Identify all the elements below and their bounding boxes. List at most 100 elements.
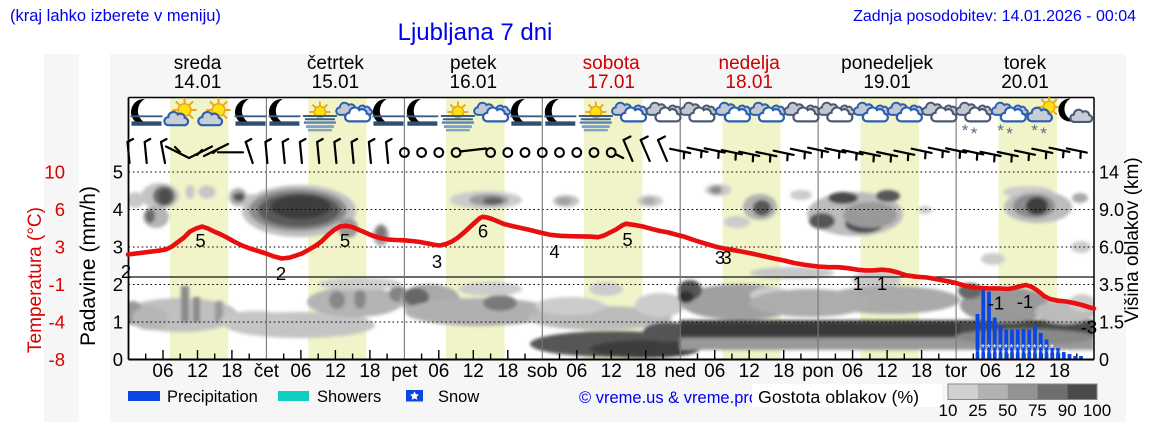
svg-text:Padavine (mm/h): Padavine (mm/h)	[77, 186, 100, 346]
svg-text:2: 2	[276, 263, 286, 284]
svg-text:*: *	[1053, 348, 1058, 360]
svg-text:© vreme.us & vreme.pro: © vreme.us & vreme.pro	[579, 389, 758, 407]
svg-text:1.5: 1.5	[1099, 313, 1124, 333]
svg-text:3: 3	[113, 237, 123, 258]
svg-text:2: 2	[121, 261, 131, 282]
svg-text:*: *	[1050, 343, 1054, 354]
svg-text:2: 2	[113, 274, 123, 295]
svg-text:18: 18	[497, 361, 518, 382]
svg-text:1: 1	[113, 312, 123, 333]
svg-text:čet: čet	[254, 361, 280, 382]
svg-text:14: 14	[1099, 163, 1119, 183]
svg-text:pon: pon	[802, 361, 834, 382]
svg-text:*: *	[1044, 343, 1048, 354]
svg-text:*: *	[987, 343, 991, 354]
svg-text:Showers: Showers	[317, 388, 381, 406]
svg-text:*: *	[971, 124, 978, 143]
svg-text:*: *	[997, 121, 1004, 140]
svg-text:17.01: 17.01	[587, 72, 635, 93]
svg-text:06: 06	[290, 361, 311, 382]
svg-text:06: 06	[980, 361, 1001, 382]
svg-text:18: 18	[359, 361, 380, 382]
svg-text:*: *	[981, 343, 985, 354]
svg-text:*: *	[992, 343, 996, 354]
svg-text:5: 5	[340, 230, 350, 251]
svg-text:*: *	[1001, 348, 1006, 360]
svg-text:6: 6	[478, 221, 488, 242]
svg-text:ponedeljek: ponedeljek	[841, 53, 933, 74]
svg-text:75: 75	[1028, 401, 1047, 420]
svg-text:1: 1	[853, 273, 863, 294]
svg-text:06: 06	[704, 361, 725, 382]
svg-text:18: 18	[773, 361, 794, 382]
svg-text:*: *	[1013, 348, 1018, 360]
svg-text:06: 06	[152, 361, 173, 382]
svg-text:*: *	[1047, 348, 1052, 360]
svg-text:06: 06	[842, 361, 863, 382]
svg-text:*: *	[1030, 348, 1035, 360]
svg-text:sobota: sobota	[583, 53, 640, 74]
svg-text:5: 5	[195, 230, 205, 251]
svg-text:18: 18	[1049, 361, 1070, 382]
svg-text:3: 3	[432, 251, 442, 272]
svg-text:Precipitation: Precipitation	[167, 388, 258, 406]
svg-text:*: *	[1033, 343, 1037, 354]
svg-text:-8: -8	[49, 349, 65, 370]
svg-text:*: *	[1007, 348, 1012, 360]
svg-text:Višina oblakov (km): Višina oblakov (km)	[1122, 157, 1143, 322]
svg-text:nedelja: nedelja	[719, 53, 781, 74]
svg-text:*: *	[998, 343, 1002, 354]
svg-text:petek: petek	[450, 53, 497, 74]
svg-text:-4: -4	[49, 312, 65, 333]
svg-text:15.01: 15.01	[312, 72, 360, 93]
svg-text:1: 1	[877, 273, 887, 294]
svg-text:*: *	[1064, 348, 1069, 360]
svg-text:5: 5	[622, 229, 632, 250]
svg-text:12: 12	[739, 361, 760, 382]
svg-text:12: 12	[877, 361, 898, 382]
svg-text:pet: pet	[391, 361, 418, 382]
svg-text:16.01: 16.01	[450, 72, 498, 93]
svg-text:3.5: 3.5	[1099, 275, 1124, 295]
svg-text:*: *	[1036, 348, 1041, 360]
svg-text:12: 12	[187, 361, 208, 382]
svg-text:ned: ned	[664, 361, 696, 382]
svg-text:*: *	[1018, 348, 1023, 360]
svg-text:*: *	[972, 348, 977, 360]
svg-text:*: *	[1041, 348, 1046, 360]
svg-text:*: *	[995, 348, 1000, 360]
svg-text:(kraj lahko izberete v meniju): (kraj lahko izberete v meniju)	[10, 7, 221, 25]
svg-text:*: *	[984, 348, 989, 360]
svg-text:25: 25	[968, 401, 987, 420]
svg-text:12: 12	[325, 361, 346, 382]
svg-text:*: *	[1031, 121, 1038, 140]
svg-text:četrtek: četrtek	[307, 53, 365, 74]
svg-text:12: 12	[463, 361, 484, 382]
svg-text:Zadnja posodobitev: 14.01.2026: Zadnja posodobitev: 14.01.2026 - 00:04	[853, 8, 1136, 25]
svg-text:12: 12	[601, 361, 622, 382]
svg-text:06: 06	[566, 361, 587, 382]
svg-text:3: 3	[721, 247, 731, 268]
svg-text:18: 18	[911, 361, 932, 382]
svg-text:*: *	[1021, 343, 1025, 354]
svg-text:3: 3	[715, 247, 725, 268]
svg-text:*: *	[1004, 343, 1008, 354]
svg-text:18: 18	[635, 361, 656, 382]
svg-text:3: 3	[55, 237, 65, 258]
svg-text:-1: -1	[49, 274, 65, 295]
svg-text:torek: torek	[1004, 53, 1047, 74]
svg-text:tor: tor	[945, 361, 968, 382]
svg-text:-1: -1	[1017, 291, 1033, 312]
svg-text:14.01: 14.01	[174, 72, 222, 93]
svg-text:*: *	[990, 348, 995, 360]
svg-text:Snow: Snow	[438, 388, 479, 406]
svg-text:0: 0	[1099, 350, 1109, 370]
svg-text:6.0: 6.0	[1099, 238, 1124, 258]
svg-text:*: *	[1027, 343, 1031, 354]
svg-text:*: *	[1059, 348, 1064, 360]
svg-text:9.0: 9.0	[1099, 200, 1124, 220]
svg-text:-3: -3	[1081, 317, 1097, 338]
svg-text:*: *	[978, 348, 983, 360]
svg-text:19.01: 19.01	[863, 72, 911, 93]
svg-text:sob: sob	[527, 361, 558, 382]
